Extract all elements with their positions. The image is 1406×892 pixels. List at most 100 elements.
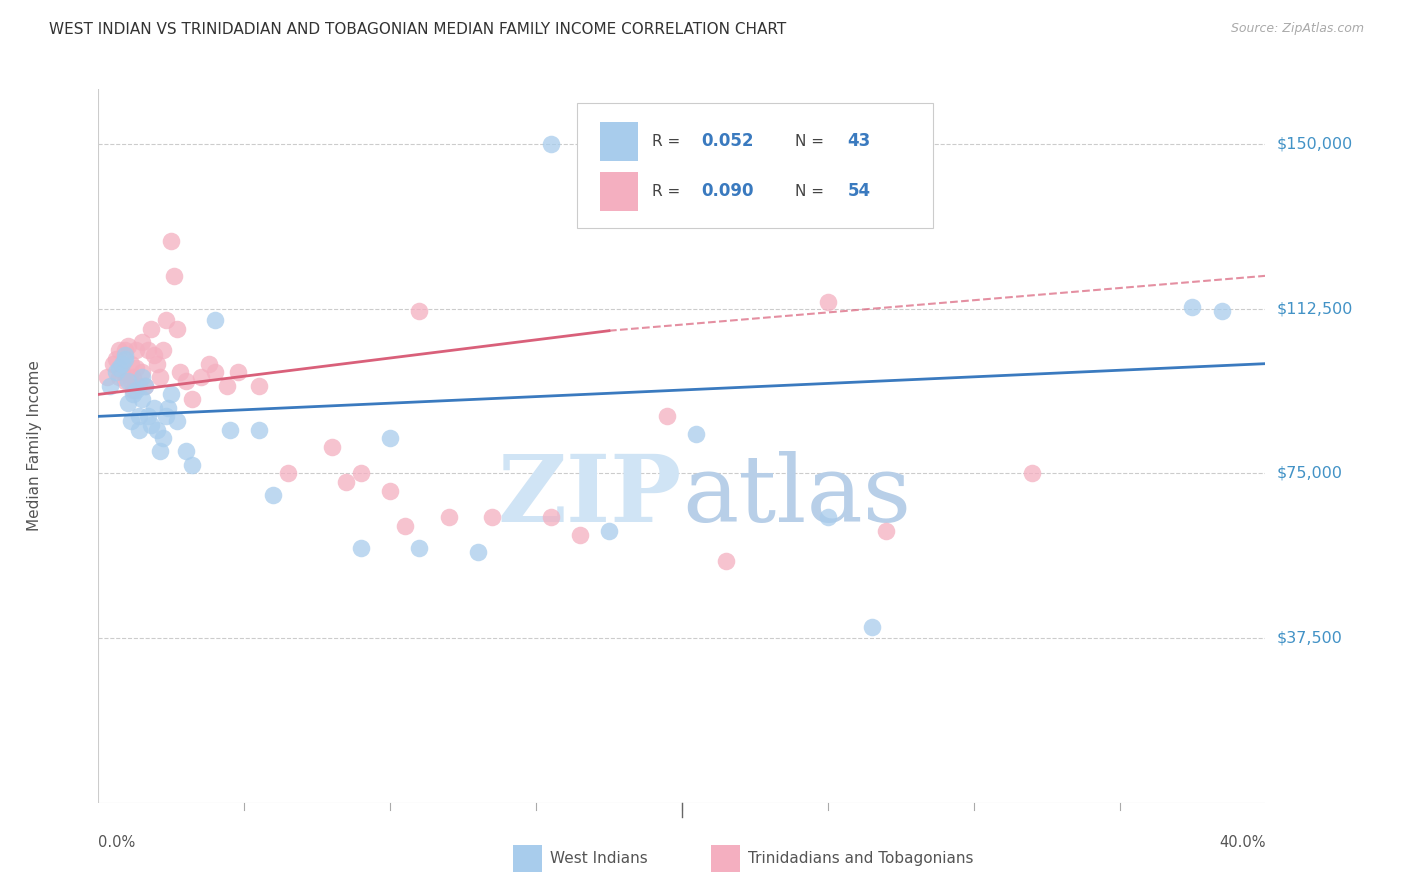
Point — [142, 348, 165, 362]
Point — [122, 387, 145, 401]
Point — [142, 401, 165, 415]
Point — [108, 343, 131, 358]
Point — [540, 510, 562, 524]
Point — [117, 396, 139, 410]
Point — [262, 488, 284, 502]
Point — [136, 409, 159, 424]
Text: ZIP: ZIP — [498, 451, 682, 541]
Point — [134, 378, 156, 392]
Text: 40.0%: 40.0% — [1219, 835, 1265, 850]
Point — [166, 321, 188, 335]
Text: Median Family Income: Median Family Income — [27, 360, 42, 532]
Point — [350, 541, 373, 555]
Point — [568, 528, 591, 542]
Point — [108, 369, 131, 384]
Point — [111, 357, 134, 371]
FancyBboxPatch shape — [600, 121, 637, 161]
Point — [204, 312, 226, 326]
Point — [180, 458, 202, 472]
Point — [128, 378, 150, 392]
Point — [125, 383, 148, 397]
Point — [437, 510, 460, 524]
Point — [657, 409, 679, 424]
Point — [128, 409, 150, 424]
Point — [174, 374, 197, 388]
Point — [321, 440, 343, 454]
Point — [160, 387, 183, 401]
Point — [98, 378, 121, 392]
Point — [114, 352, 136, 367]
Point — [122, 383, 145, 397]
Point — [155, 409, 177, 424]
Point — [174, 444, 197, 458]
Point — [146, 357, 169, 371]
Point — [139, 321, 162, 335]
Point — [101, 357, 124, 371]
FancyBboxPatch shape — [600, 171, 637, 211]
Point — [139, 418, 162, 433]
Point — [114, 348, 136, 362]
Point — [247, 423, 270, 437]
Text: 43: 43 — [848, 132, 870, 150]
Point — [136, 343, 159, 358]
Point — [408, 541, 430, 555]
Point — [1181, 300, 1204, 314]
Point — [180, 392, 202, 406]
Point — [169, 366, 191, 380]
Text: West Indians: West Indians — [550, 851, 648, 866]
Point — [408, 304, 430, 318]
Point — [149, 369, 172, 384]
Point — [714, 554, 737, 568]
Text: $37,500: $37,500 — [1277, 631, 1343, 646]
Point — [1021, 467, 1043, 481]
Point — [146, 423, 169, 437]
Point — [228, 366, 250, 380]
Point — [120, 414, 142, 428]
Point — [122, 369, 145, 384]
Point — [131, 392, 153, 406]
Point — [215, 378, 238, 392]
FancyBboxPatch shape — [711, 845, 741, 872]
Point — [685, 426, 707, 441]
Text: $112,500: $112,500 — [1277, 301, 1353, 317]
Point — [108, 361, 131, 376]
Point — [155, 312, 177, 326]
Point — [125, 343, 148, 358]
Point — [166, 414, 188, 428]
Text: 0.052: 0.052 — [702, 132, 754, 150]
Point — [157, 401, 180, 415]
Point — [117, 374, 139, 388]
Point — [104, 366, 127, 380]
Point — [131, 334, 153, 349]
Text: 0.0%: 0.0% — [98, 835, 135, 850]
Point — [111, 366, 134, 380]
Point — [394, 519, 416, 533]
Point — [817, 510, 839, 524]
Point — [114, 374, 136, 388]
Point — [131, 366, 153, 380]
Point — [117, 339, 139, 353]
FancyBboxPatch shape — [513, 845, 541, 872]
Text: N =: N = — [796, 134, 830, 149]
Point — [152, 343, 174, 358]
Point — [481, 510, 503, 524]
Point — [120, 357, 142, 371]
Point — [190, 369, 212, 384]
Point — [467, 545, 489, 559]
Point — [540, 137, 562, 152]
Point — [125, 361, 148, 376]
Text: 54: 54 — [848, 182, 870, 200]
Point — [335, 475, 357, 490]
Text: R =: R = — [651, 184, 685, 199]
Text: Source: ZipAtlas.com: Source: ZipAtlas.com — [1230, 22, 1364, 36]
Point — [96, 369, 118, 384]
Point — [218, 423, 240, 437]
Text: $150,000: $150,000 — [1277, 136, 1353, 152]
Text: N =: N = — [796, 184, 830, 199]
Text: WEST INDIAN VS TRINIDADIAN AND TOBAGONIAN MEDIAN FAMILY INCOME CORRELATION CHART: WEST INDIAN VS TRINIDADIAN AND TOBAGONIA… — [49, 22, 786, 37]
Text: R =: R = — [651, 134, 685, 149]
Point — [152, 431, 174, 445]
Point — [104, 352, 127, 367]
Point — [128, 423, 150, 437]
Point — [149, 444, 172, 458]
